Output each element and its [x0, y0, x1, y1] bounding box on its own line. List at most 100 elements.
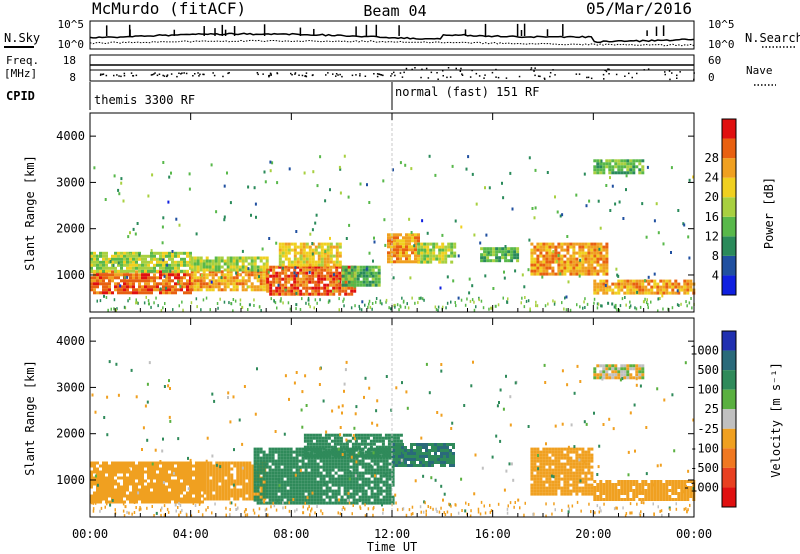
nave-dot [414, 67, 416, 69]
heatmap-cell [420, 248, 424, 252]
heatmap-cell [396, 439, 400, 443]
heatmap-cell [226, 259, 230, 263]
heatmap-cell [331, 501, 335, 505]
heatmap-cell [401, 446, 404, 449]
heatmap-cell [341, 277, 345, 281]
heatmap-cell [498, 256, 502, 260]
heatmap-cell [177, 282, 180, 286]
heatmap-cell [560, 260, 564, 264]
heatmap-cell [141, 476, 144, 480]
heatmap-cell [330, 451, 334, 455]
heatmap-speckle [253, 304, 255, 307]
heatmap-cell [432, 242, 436, 246]
heatmap-cell [245, 473, 249, 477]
heatmap-cell [221, 497, 225, 501]
heatmap-cell [334, 456, 338, 460]
heatmap-cell [560, 492, 564, 496]
heatmap-cell [665, 279, 669, 283]
nave-dot [442, 75, 444, 77]
heatmap-cell [313, 462, 317, 466]
heatmap-scatter [147, 194, 150, 198]
heatmap-cell [251, 470, 255, 474]
heatmap-cell [177, 491, 180, 495]
heatmap-cell [602, 279, 606, 283]
heatmap-cell [554, 465, 558, 469]
heatmap-cell [150, 479, 153, 483]
heatmap-scatter [359, 182, 362, 186]
heatmap-cell [310, 483, 314, 487]
heatmap-cell [229, 259, 233, 263]
heatmap-cell [290, 248, 294, 252]
heatmap-scatter [247, 267, 250, 271]
heatmap-cell [339, 436, 343, 440]
heatmap-cell [307, 462, 311, 466]
heatmap-scatter [490, 306, 493, 310]
heatmap-cell [370, 456, 374, 460]
heatmap-cell [262, 462, 266, 466]
heatmap-scatter [365, 267, 368, 271]
heatmap-cell [284, 245, 288, 249]
heatmap-cell [611, 489, 615, 492]
heatmap-cell [295, 465, 299, 469]
heatmap-cell [317, 289, 321, 293]
heatmap-cell [141, 269, 144, 273]
heatmap-cell [440, 455, 443, 458]
heatmap-cell [289, 489, 293, 493]
heatmap-speckle [115, 308, 117, 312]
heatmap-cell [214, 270, 218, 274]
heatmap-cell [259, 465, 263, 469]
heatmap-cell [352, 492, 356, 496]
heatmap-cell [322, 477, 326, 481]
heatmap-cell [250, 285, 254, 289]
heatmap-cell [99, 269, 102, 273]
heatmap-scatter [324, 250, 327, 253]
heatmap-cell [162, 485, 165, 489]
heatmap-cell [554, 257, 558, 261]
heatmap-cell [114, 273, 117, 277]
heatmap-scatter [162, 161, 165, 164]
heatmap-cell [560, 257, 564, 261]
heatmap-scatter [120, 181, 123, 185]
heatmap-cell [533, 483, 537, 487]
heatmap-cell [108, 485, 111, 489]
heatmap-cell [507, 259, 511, 263]
heatmap-cell [281, 283, 285, 287]
heatmap-cell [338, 254, 342, 258]
heatmap-cell [385, 483, 389, 487]
heatmap-speckle [360, 308, 363, 312]
heatmap-cell [581, 266, 585, 270]
heatmap-scatter [392, 168, 394, 172]
heatmap-cell [444, 254, 448, 258]
heatmap-cell [323, 260, 327, 264]
heatmap-cell [266, 268, 270, 272]
heatmap-cell [341, 265, 345, 269]
heatmap-cell [605, 498, 609, 501]
heatmap-cell [379, 492, 383, 496]
heatmap-cell [341, 271, 345, 275]
heatmap-cell [242, 485, 246, 489]
heatmap-cell [372, 454, 376, 458]
heatmap-cell [369, 433, 373, 437]
heatmap-cell [105, 282, 108, 286]
heatmap-cell [236, 482, 240, 486]
heatmap-cell [269, 292, 273, 296]
heatmap-scatter [295, 230, 298, 233]
heatmap-cell [144, 273, 147, 277]
heatmap-cell [396, 254, 399, 258]
heatmap-cell [426, 260, 430, 264]
heatmap-cell [159, 497, 162, 501]
heatmap-cell [629, 291, 633, 295]
heatmap-cell [347, 286, 351, 290]
heatmap-cell [486, 256, 490, 260]
heatmap-cell [141, 494, 144, 498]
heatmap-cell [302, 283, 306, 287]
heatmap-cell [159, 485, 162, 489]
heatmap-cell [108, 285, 111, 289]
heatmap-cell [396, 236, 399, 240]
heatmap-cell [193, 268, 197, 272]
heatmap-cell [441, 248, 445, 252]
heatmap-cell [304, 468, 308, 472]
heatmap-cell [322, 462, 326, 466]
heatmap-cell [174, 497, 177, 501]
heatmap-cell [302, 268, 306, 272]
